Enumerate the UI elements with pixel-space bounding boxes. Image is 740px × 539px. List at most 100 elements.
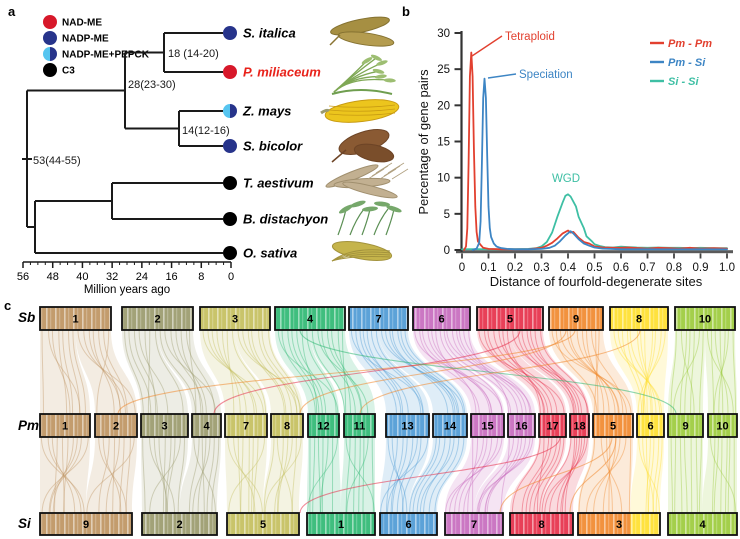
divergence-time-label: 53(44-55) xyxy=(33,155,81,167)
synteny-sb9-pm5 xyxy=(549,329,633,415)
plant-shape xyxy=(386,205,402,213)
ribbon-thread xyxy=(690,436,693,514)
ribbon-thread xyxy=(423,436,451,514)
plant-shape xyxy=(338,204,354,214)
legend-item-c3: C3 xyxy=(43,63,75,77)
ribbon-thread xyxy=(427,329,491,415)
plant-shape xyxy=(350,200,366,208)
chromosome-border xyxy=(674,306,736,331)
ribbon-thread xyxy=(560,436,583,514)
chromosome-border xyxy=(444,512,504,536)
ribbon-thread xyxy=(485,436,519,514)
ribbon-body xyxy=(225,437,267,513)
y-tick-label: 20 xyxy=(437,100,450,112)
ribbon-thread xyxy=(679,436,683,514)
chromosome-pm-16: 16 xyxy=(507,413,536,438)
panel-b-letter: b xyxy=(402,4,410,19)
chromosome-number: 3 xyxy=(232,314,238,326)
ribbon-thread xyxy=(493,329,553,415)
ribbon-thread xyxy=(419,436,455,514)
species-label: P. miliaceum xyxy=(243,65,321,80)
legend-item-nadp-me: NADP-ME xyxy=(43,31,109,45)
stray-synteny-thread xyxy=(299,329,567,415)
ribbon-thread xyxy=(539,436,565,514)
ribbon-thread xyxy=(381,329,464,415)
ribbon-body xyxy=(86,437,137,513)
synteny-pm7-si5 xyxy=(225,436,267,514)
ribbon-thread xyxy=(628,436,632,514)
italica-photo xyxy=(329,16,395,47)
ribbon-thread xyxy=(670,329,677,415)
ribbon-thread xyxy=(561,436,578,514)
ribbon-thread xyxy=(569,329,619,415)
ribbon-thread xyxy=(153,436,168,514)
ribbon-thread xyxy=(484,436,527,514)
species-row-t-aestivum: T. aestivum xyxy=(223,162,409,199)
plant-shape xyxy=(383,165,401,177)
time-axis-tick-label: 24 xyxy=(136,271,148,283)
annotation-speciation: Speciation xyxy=(519,69,573,81)
chromosome-si-6: 6 xyxy=(379,512,438,536)
ribbon-thread xyxy=(449,436,499,514)
ribbon-layer xyxy=(40,329,737,514)
x-tick-label: 0 xyxy=(459,262,465,274)
ribbon-thread xyxy=(216,329,247,415)
ribbon-thread xyxy=(641,329,662,415)
ribbon-thread xyxy=(544,436,588,514)
chromosome-number: 3 xyxy=(161,421,167,433)
ribbon-body xyxy=(40,330,90,414)
plant-shape xyxy=(331,256,391,262)
chromosome-border xyxy=(412,306,471,331)
chromosome-border xyxy=(509,512,574,536)
plant-shape xyxy=(329,34,341,46)
chromosome-border xyxy=(379,512,438,536)
chromosome-si-7: 7 xyxy=(444,512,504,536)
ribbon-thread xyxy=(600,436,623,514)
chromosome-border xyxy=(140,413,189,438)
ribbon-thread xyxy=(672,329,700,415)
stray-synteny-thread xyxy=(359,329,641,415)
synteny-pm9-si4 xyxy=(668,436,703,514)
ribbon-thread xyxy=(521,329,577,415)
ribbon-thread xyxy=(643,329,654,415)
ribbon-body xyxy=(307,437,341,513)
ribbon-thread xyxy=(478,436,531,514)
y-tick-label: 15 xyxy=(437,137,450,149)
ribbon-thread xyxy=(645,436,651,514)
chromosome-number: 15 xyxy=(481,421,493,433)
plant-shape xyxy=(362,206,378,212)
synteny-pm3-si2 xyxy=(141,436,188,514)
ribbon-body xyxy=(413,330,504,414)
chromosome-sb-2: 2 xyxy=(121,306,194,331)
plant-shape xyxy=(331,149,347,163)
synteny-pm11-si1 xyxy=(341,436,375,514)
chromosome-border xyxy=(609,306,669,331)
ribbon-thread xyxy=(644,329,648,415)
divergence-time-label: 28(23-30) xyxy=(128,79,176,91)
ribbon-thread xyxy=(506,329,541,415)
ribbon-thread xyxy=(138,329,169,415)
ribbon-thread xyxy=(536,436,545,514)
ribbon-thread xyxy=(52,436,74,514)
stray-synteny-thread xyxy=(569,436,617,514)
ribbon-thread xyxy=(511,436,541,514)
ribbon-body xyxy=(263,437,303,513)
chromosome-pm-2: 2 xyxy=(94,413,138,438)
distachyon-photo xyxy=(337,200,402,236)
chromosome-sb-3: 3 xyxy=(199,306,271,331)
chromosome-border xyxy=(141,512,218,536)
ribbon-thread xyxy=(718,329,726,415)
ribbon-thread xyxy=(102,436,122,514)
ribbon-thread xyxy=(170,329,204,415)
ribbon-thread xyxy=(276,436,293,514)
ribbon-thread xyxy=(645,436,649,514)
chromosome-number: 9 xyxy=(682,421,688,433)
ribbon-thread xyxy=(296,329,327,415)
chromosome-si-2: 2 xyxy=(141,512,218,536)
ribbon-thread xyxy=(258,329,292,415)
ribbon-body xyxy=(610,330,668,414)
synteny-sb8-pm6 xyxy=(610,329,668,415)
ribbon-thread xyxy=(591,329,624,415)
species-row-s-bicolor: S. bicolor xyxy=(223,129,395,163)
time-axis-tick-label: 0 xyxy=(228,271,234,283)
